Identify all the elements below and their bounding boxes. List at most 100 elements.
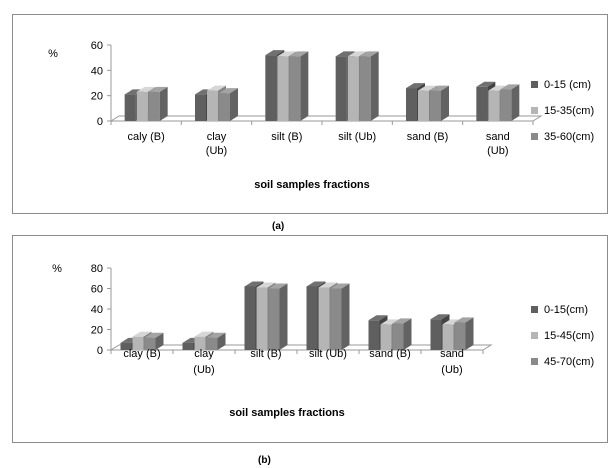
chart-b-plot: 0 20 40 60 80% clay (B) clay (Ub) silt (B) silt (…	[52, 263, 493, 419]
chart-a-bar	[359, 56, 371, 121]
chart-a-bar	[195, 94, 206, 121]
chart-a-bar	[277, 56, 289, 121]
chart-a-y-axis-label: %	[48, 48, 58, 60]
chart-b-bar	[144, 337, 156, 350]
chart-a-bar-top	[406, 83, 425, 89]
chart-a-bar-top	[500, 84, 520, 90]
chart-b-bar-top	[368, 315, 388, 321]
chart-a-bar-top	[488, 85, 508, 91]
chart-a-x-tick-label: caly (B)	[128, 131, 165, 143]
chart-b-bar-side	[279, 283, 288, 350]
chart-a-bar	[406, 88, 417, 121]
chart-a-caption: (a)	[272, 221, 285, 232]
chart-a-x-axis-label: soil samples fractions	[254, 179, 370, 191]
chart-b-legend: 0-15(cm) 15-45(cm) 45-70(cm)	[531, 304, 594, 368]
chart-b-bar	[306, 286, 318, 350]
chart-b-bar-side	[341, 283, 350, 350]
chart-b-bar	[430, 319, 442, 350]
chart-b-bar-top	[318, 282, 338, 288]
chart-b-bar-top	[144, 332, 164, 338]
chart-a-bar	[347, 56, 359, 121]
chart-a-legend-swatch	[531, 133, 538, 140]
chart-b-x-tick-label: (Ub)	[441, 364, 462, 376]
chart-a-bar	[289, 56, 301, 121]
chart-panel-b: 0 20 40 60 80% clay (B) clay (Ub) silt (B) silt (…	[12, 235, 608, 443]
chart-b-y-tick-label: 20	[91, 325, 103, 337]
chart-a-bar-top	[359, 51, 379, 57]
chart-b-bar-top	[392, 318, 412, 324]
chart-a-y-tick-label: 60	[91, 40, 103, 52]
chart-a-bar	[335, 56, 347, 121]
chart-a-bar	[136, 91, 148, 121]
chart-b-x-tick-label: clay	[194, 348, 214, 360]
chart-a-svg: 0 20 40 60% caly (B) clay (Ub) silt (B) silt (Ub…	[48, 40, 594, 191]
chart-a-legend-swatch	[531, 107, 538, 114]
chart-b-x-axis-label: soil samples fractions	[229, 407, 345, 419]
chart-a-legend-swatch	[531, 81, 538, 88]
chart-a-legend: 0-15 (cm) 15-35(cm) 35-60(cm)	[531, 79, 594, 143]
chart-a-legend-label: 15-35(cm)	[544, 105, 594, 117]
chart-a-bar	[418, 90, 429, 121]
chart-b-legend-label: 0-15(cm)	[544, 304, 588, 316]
chart-a-bar-top	[335, 51, 355, 57]
chart-b-bar	[318, 287, 330, 350]
chart-b-bar-top	[256, 282, 276, 288]
chart-b-bar-top	[442, 319, 462, 325]
chart-b-bar	[206, 337, 218, 350]
chart-b-bar-top	[206, 332, 226, 338]
chart-b-bar-top	[330, 283, 350, 289]
chart-a-legend-label: 0-15 (cm)	[544, 79, 591, 91]
chart-a-y-tick-label: 40	[91, 65, 103, 77]
chart-b-bar	[392, 323, 404, 350]
chart-b-bar	[330, 288, 342, 350]
chart-a-bar	[219, 93, 230, 121]
chart-b-bar-top	[454, 317, 474, 323]
chart-b-bar	[132, 336, 144, 350]
chart-a-bar	[430, 90, 441, 121]
chart-b-bar	[194, 336, 206, 350]
chart-a-legend-label: 35-60(cm)	[544, 131, 594, 143]
chart-b-bar-side	[465, 317, 474, 350]
chart-a-bar	[500, 89, 512, 121]
chart-a-x-tick-label: clay	[207, 131, 227, 143]
chart-a-plot: 0 20 40 60% caly (B) clay (Ub) silt (B) silt (Ub…	[48, 40, 543, 191]
chart-b-legend-swatch	[531, 332, 538, 339]
chart-a-bar-top	[265, 50, 285, 56]
chart-a-x-tick-label: (Ub)	[487, 145, 508, 157]
chart-b-x-tick-label: silt (Ub)	[309, 348, 347, 360]
chart-a-bar-top	[418, 85, 437, 91]
chart-a-bar-top	[347, 51, 367, 57]
chart-b-bar-top	[380, 319, 400, 325]
chart-a-x-tick-label: sand (B)	[407, 131, 449, 143]
chart-a-bar	[124, 94, 136, 121]
chart-b-legend-swatch	[531, 358, 538, 365]
chart-a-bar-top	[219, 88, 238, 94]
chart-b-bar	[380, 324, 392, 350]
chart-a-bar-side	[370, 51, 379, 121]
chart-a-bar-top	[476, 81, 496, 87]
chart-b-y-axis-label: %	[52, 263, 62, 275]
chart-b-bar-top	[306, 281, 326, 287]
chart-a-bar-side	[511, 84, 520, 121]
chart-a-x-tick-label: sand	[486, 131, 510, 143]
chart-b-bar-side	[403, 318, 412, 350]
chart-b-legend-label: 45-70(cm)	[544, 356, 594, 368]
chart-a-y-tick-label: 20	[91, 91, 103, 103]
chart-a-bar-top	[136, 86, 156, 92]
chart-b-bar-top	[244, 281, 264, 287]
chart-b-y-tick-label: 40	[91, 304, 103, 316]
chart-a-x-tick-label: silt (Ub)	[338, 131, 376, 143]
chart-b-legend-label: 15-45(cm)	[544, 330, 594, 342]
chart-b-bar-top	[194, 331, 214, 337]
chart-b-bar	[454, 322, 466, 350]
chart-b-bar-side	[217, 332, 226, 350]
chart-a-bar	[488, 90, 500, 121]
chart-a-bar-top	[430, 85, 449, 91]
chart-b-bar	[368, 320, 380, 350]
chart-a-x-tick-label: silt (B)	[271, 131, 302, 143]
chart-b-bar	[120, 342, 132, 350]
chart-b-bar	[182, 342, 194, 350]
chart-b-x-tick-label: silt (B)	[250, 348, 281, 360]
chart-b-bar-top	[430, 314, 450, 320]
chart-b-bar	[268, 288, 280, 350]
